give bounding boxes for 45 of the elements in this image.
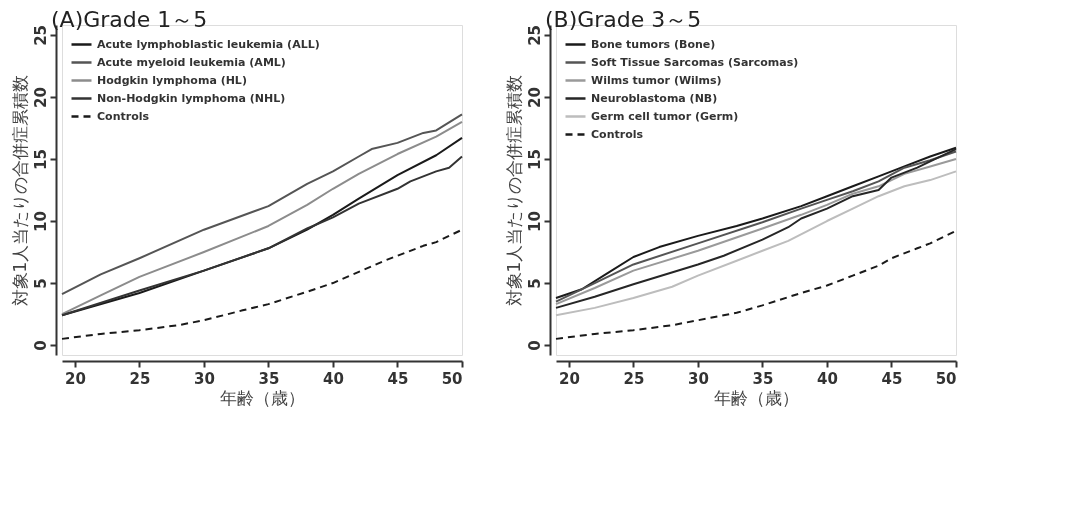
line-series bbox=[61, 228, 463, 340]
x-tick-label: 35 bbox=[258, 369, 280, 388]
x-tick-label: 25 bbox=[623, 369, 645, 388]
y-tick-label: 5 bbox=[31, 278, 50, 289]
y-tick-label: 0 bbox=[31, 340, 50, 351]
x-tick-label: 30 bbox=[194, 369, 215, 388]
x-tick-label: 20 bbox=[64, 369, 86, 388]
x-tick-label: 30 bbox=[688, 369, 709, 388]
legend-label: Germ cell tumor (Germ) bbox=[591, 109, 739, 123]
x-tick-label: 45 bbox=[881, 369, 903, 388]
legend-label: Acute lymphoblastic leukemia (ALL) bbox=[97, 37, 320, 51]
chart-title: (A)Grade 1～5 bbox=[51, 7, 208, 33]
legend-label: Wilms tumor (Wilms) bbox=[591, 73, 722, 87]
legend-label: Soft Tissue Sarcomas (Sarcomas) bbox=[591, 55, 799, 69]
y-tick-label: 25 bbox=[525, 24, 544, 46]
x-axis-title: 年齢（歳） bbox=[714, 387, 799, 408]
x-tick-label: 40 bbox=[817, 369, 838, 388]
x-axis-title: 年齢（歳） bbox=[220, 387, 305, 408]
x-tick-label: 50 bbox=[441, 369, 463, 388]
x-tick-label: 25 bbox=[129, 369, 151, 388]
y-tick-label: 15 bbox=[31, 149, 50, 170]
legend-label: Hodgkin lymphoma (HL) bbox=[97, 73, 247, 87]
legend-label: Bone tumors (Bone) bbox=[591, 37, 716, 51]
y-tick-label: 20 bbox=[31, 87, 50, 108]
y-tick-label: 20 bbox=[525, 87, 544, 108]
legend-label: Controls bbox=[97, 109, 150, 123]
x-tick-label: 50 bbox=[935, 369, 957, 388]
chart-title: (B)Grade 3～5 bbox=[545, 7, 702, 33]
x-tick-label: 35 bbox=[752, 369, 774, 388]
legend-label: Neuroblastoma (NB) bbox=[591, 91, 718, 105]
line-series bbox=[555, 229, 957, 340]
legend-label: Controls bbox=[591, 127, 644, 141]
x-tick-label: 20 bbox=[558, 369, 580, 388]
y-tick-label: 0 bbox=[525, 340, 544, 351]
y-tick-label: 10 bbox=[31, 211, 50, 232]
y-tick-label: 25 bbox=[31, 24, 50, 46]
y-tick-label: 10 bbox=[525, 211, 544, 232]
x-tick-label: 45 bbox=[387, 369, 409, 388]
y-axis-title: 対象1人当たりの合併症累積数 bbox=[503, 74, 524, 307]
y-axis-title: 対象1人当たりの合併症累積数 bbox=[9, 74, 30, 307]
y-tick-label: 15 bbox=[525, 149, 544, 170]
x-tick-label: 40 bbox=[323, 369, 344, 388]
legend-label: Non-Hodgkin lymphoma (NHL) bbox=[97, 91, 286, 105]
y-tick-label: 5 bbox=[525, 278, 544, 289]
legend-label: Acute myeloid leukemia (AML) bbox=[97, 55, 286, 69]
